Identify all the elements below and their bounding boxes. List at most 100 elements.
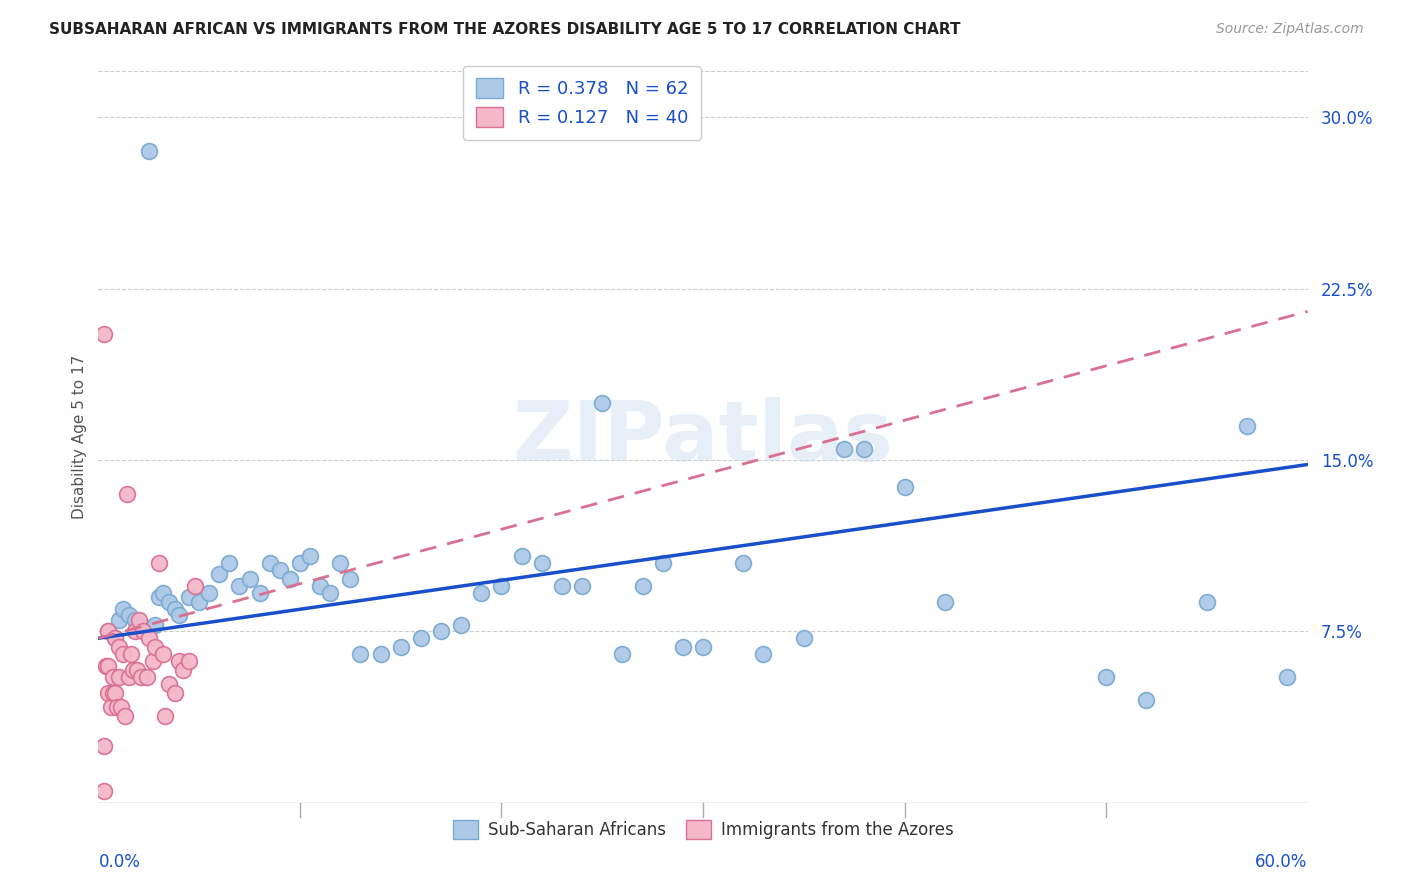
Point [571, 579, 593, 593]
Point [132, 624, 155, 639]
Point [135, 670, 157, 684]
Point [651, 556, 673, 570]
Point [249, 585, 271, 599]
Point [1195, 595, 1218, 609]
Point [100, 699, 122, 714]
Point [491, 579, 513, 593]
Point [153, 709, 176, 723]
Point [163, 686, 186, 700]
Point [93, 327, 115, 342]
Point [96, 658, 118, 673]
Text: 0.0%: 0.0% [98, 853, 141, 871]
Text: SUBSAHARAN AFRICAN VS IMMIGRANTS FROM THE AZORES DISABILITY AGE 5 TO 17 CORRELAT: SUBSAHARAN AFRICAN VS IMMIGRANTS FROM TH… [49, 22, 960, 37]
Point [278, 572, 301, 586]
Point [103, 632, 125, 646]
Point [107, 613, 129, 627]
Point [128, 613, 150, 627]
Point [430, 624, 453, 639]
Point [853, 442, 876, 456]
Text: ZIPatlas: ZIPatlas [513, 397, 893, 477]
Point [103, 632, 125, 646]
Point [148, 556, 170, 570]
Point [934, 595, 956, 609]
Point [409, 632, 432, 646]
Point [124, 624, 146, 639]
Point [120, 647, 142, 661]
Point [163, 601, 186, 615]
Point [188, 595, 211, 609]
Point [530, 556, 553, 570]
Point [111, 647, 134, 661]
Text: Source: ZipAtlas.com: Source: ZipAtlas.com [1216, 22, 1364, 37]
Point [319, 585, 342, 599]
Point [309, 579, 332, 593]
Point [692, 640, 714, 655]
Point [157, 677, 180, 691]
Point [269, 563, 291, 577]
Point [510, 549, 533, 563]
Point [129, 670, 152, 684]
Point [152, 647, 174, 661]
Point [172, 663, 194, 677]
Point [138, 145, 160, 159]
Point [299, 549, 322, 563]
Point [450, 617, 472, 632]
Point [370, 647, 392, 661]
Point [329, 556, 352, 570]
Point [591, 396, 613, 410]
Point [111, 601, 134, 615]
Point [107, 670, 129, 684]
Point [184, 579, 207, 593]
Point [1236, 418, 1258, 433]
Point [218, 556, 240, 570]
Point [121, 663, 143, 677]
Point [157, 595, 180, 609]
Point [1277, 670, 1299, 684]
Point [143, 617, 166, 632]
Point [733, 556, 755, 570]
Point [101, 686, 124, 700]
Point [612, 647, 634, 661]
Y-axis label: Disability Age 5 to 17: Disability Age 5 to 17 [72, 355, 87, 519]
Point [97, 686, 120, 700]
Point [143, 640, 166, 655]
Point [349, 647, 371, 661]
Point [97, 624, 120, 639]
Point [142, 654, 165, 668]
Point [179, 654, 201, 668]
Point [101, 670, 124, 684]
Point [107, 640, 129, 655]
Point [793, 632, 815, 646]
Point [631, 579, 654, 593]
Point [1095, 670, 1118, 684]
Point [115, 487, 138, 501]
Point [97, 658, 120, 673]
Point [832, 442, 855, 456]
Point [389, 640, 412, 655]
Point [110, 699, 132, 714]
Point [152, 585, 174, 599]
Point [239, 572, 262, 586]
Point [198, 585, 221, 599]
Text: 60.0%: 60.0% [1256, 853, 1308, 871]
Point [138, 632, 160, 646]
Point [551, 579, 574, 593]
Point [179, 590, 201, 604]
Point [138, 622, 160, 636]
Point [228, 579, 250, 593]
Point [339, 572, 361, 586]
Point [148, 590, 170, 604]
Point [105, 699, 128, 714]
Point [167, 654, 190, 668]
Point [167, 608, 190, 623]
Point [114, 709, 136, 723]
Point [208, 567, 231, 582]
Point [470, 585, 492, 599]
Point [124, 613, 146, 627]
Legend: Sub-Saharan Africans, Immigrants from the Azores: Sub-Saharan Africans, Immigrants from th… [446, 814, 960, 846]
Point [97, 624, 120, 639]
Point [93, 739, 115, 753]
Point [672, 640, 695, 655]
Point [288, 556, 311, 570]
Point [125, 663, 148, 677]
